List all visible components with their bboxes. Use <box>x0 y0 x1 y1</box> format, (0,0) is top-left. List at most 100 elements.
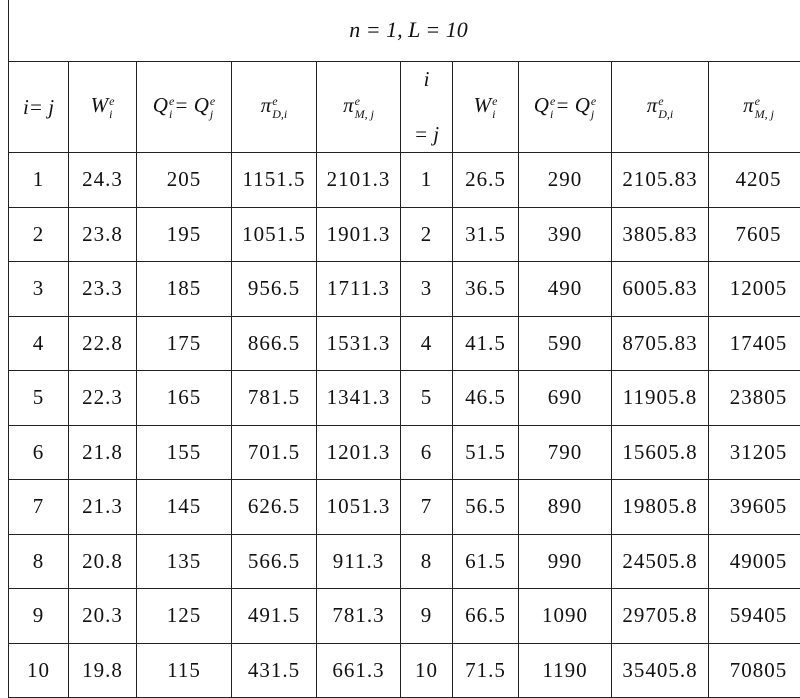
table-cell: 6005.83 <box>612 262 709 317</box>
table-cell: 2 <box>9 207 69 262</box>
table-cell: 1 <box>9 153 69 208</box>
table-cell: 23805 <box>709 371 800 426</box>
subscript: D,i <box>658 108 673 121</box>
table-cell: 626.5 <box>232 480 317 535</box>
header-line: i <box>401 67 452 92</box>
table-cell: 890 <box>519 480 612 535</box>
header-base: π <box>647 93 658 117</box>
superscript: e <box>355 95 374 108</box>
header-base: Q <box>534 93 549 117</box>
table-cell: 49005 <box>709 534 800 589</box>
header-base: i= j <box>23 95 54 119</box>
table-cell: 66.5 <box>453 589 519 644</box>
superscript: e <box>109 95 114 108</box>
table-cell: 31205 <box>709 425 800 480</box>
table-cell: 1901.3 <box>317 207 401 262</box>
table-cell: 390 <box>519 207 612 262</box>
table-cell: 701.5 <box>232 425 317 480</box>
table-cell: 9 <box>401 589 453 644</box>
table-cell: 1341.3 <box>317 371 401 426</box>
table-cell: 185 <box>137 262 232 317</box>
table-cell: 17405 <box>709 316 800 371</box>
header-cell: i= j <box>9 62 69 153</box>
table-cell: 21.3 <box>69 480 137 535</box>
table-cell: 22.3 <box>69 371 137 426</box>
table-cell: 790 <box>519 425 612 480</box>
table-cell: 6 <box>9 425 69 480</box>
table-cell: 19.8 <box>69 643 137 698</box>
table-cell: 26.5 <box>453 153 519 208</box>
header-base: W <box>91 93 109 117</box>
table-cell: 36.5 <box>453 262 519 317</box>
table-cell: 661.3 <box>317 643 401 698</box>
table-cell: 4 <box>401 316 453 371</box>
table-cell: 8 <box>401 534 453 589</box>
table-cell: 195 <box>137 207 232 262</box>
table-cell: 205 <box>137 153 232 208</box>
table-cell: 46.5 <box>453 371 519 426</box>
table-cell: 61.5 <box>453 534 519 589</box>
table-cell: 1151.5 <box>232 153 317 208</box>
table-cell: 1051.5 <box>232 207 317 262</box>
header-base: W <box>474 93 492 117</box>
table-cell: 21.8 <box>69 425 137 480</box>
table-cell: 5 <box>9 371 69 426</box>
table-cell: 20.3 <box>69 589 137 644</box>
table-cell: 135 <box>137 534 232 589</box>
table-cell: 125 <box>137 589 232 644</box>
subscript: M, j <box>355 108 374 121</box>
table-cell: 911.3 <box>317 534 401 589</box>
table-cell: 490 <box>519 262 612 317</box>
table-cell: 7 <box>401 480 453 535</box>
table-cell: 7605 <box>709 207 800 262</box>
table-cell: 29705.8 <box>612 589 709 644</box>
table-cell: 9 <box>9 589 69 644</box>
table-cell: 491.5 <box>232 589 317 644</box>
table-cell: 431.5 <box>232 643 317 698</box>
table-cell: 4 <box>9 316 69 371</box>
table-cell: 990 <box>519 534 612 589</box>
table-title: n = 1, L = 10 <box>9 0 800 62</box>
table-cell: 2105.83 <box>612 153 709 208</box>
subscript: i <box>492 108 497 121</box>
table-cell: 6 <box>401 425 453 480</box>
table-cell: 15605.8 <box>612 425 709 480</box>
table-cell: 1090 <box>519 589 612 644</box>
table-cell: 175 <box>137 316 232 371</box>
table-cell: 24505.8 <box>612 534 709 589</box>
header-rest: = Q <box>174 93 209 117</box>
table-cell: 41.5 <box>453 316 519 371</box>
table-cell: 10 <box>9 643 69 698</box>
subscript: M, j <box>755 108 774 121</box>
table-cell: 781.5 <box>232 371 317 426</box>
table-cell: 1190 <box>519 643 612 698</box>
superscript: e <box>272 95 287 108</box>
table-cell: 1531.3 <box>317 316 401 371</box>
header-rest: = Q <box>555 93 590 117</box>
table-cell: 56.5 <box>453 480 519 535</box>
table-cell: 3 <box>401 262 453 317</box>
table-cell: 59405 <box>709 589 800 644</box>
header-base: π <box>743 93 754 117</box>
table-cell: 12005 <box>709 262 800 317</box>
table-cell: 145 <box>137 480 232 535</box>
